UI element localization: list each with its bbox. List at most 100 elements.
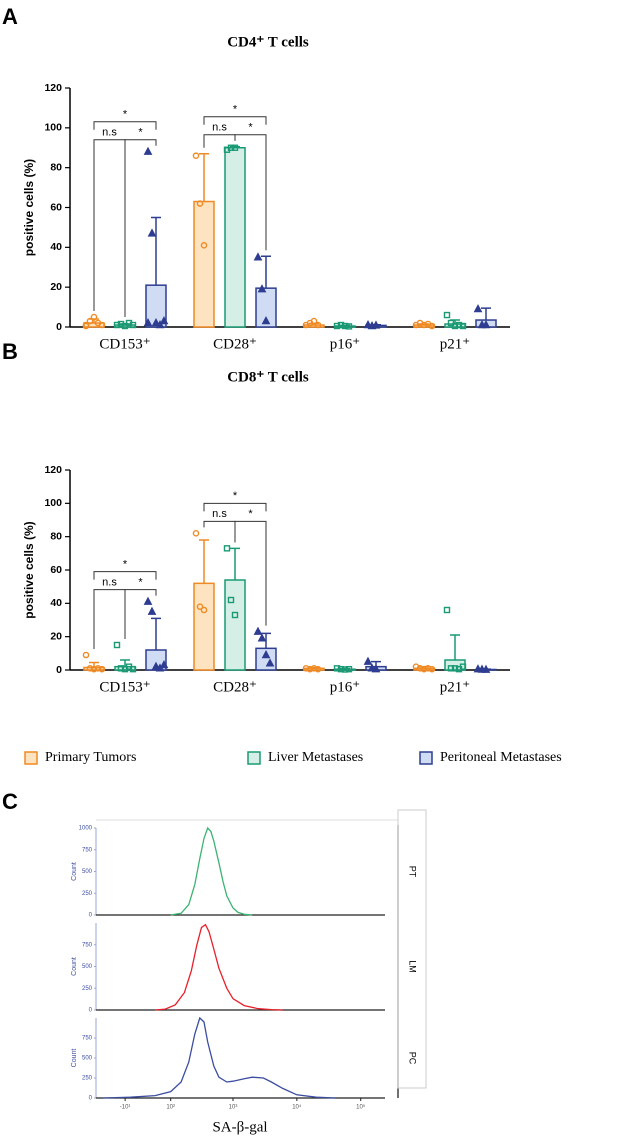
data-point <box>117 665 125 672</box>
y-axis-label: positive cells (%) <box>22 521 36 618</box>
data-point <box>253 252 263 261</box>
y-tick-label: 80 <box>50 530 62 542</box>
data-point <box>113 641 121 649</box>
error-bar <box>261 255 271 289</box>
data-point <box>314 665 322 673</box>
histogram-line <box>102 1016 336 1099</box>
y-tick-label: 120 <box>44 464 62 476</box>
histogram-line <box>170 826 253 916</box>
y-tick-label: 100 <box>44 497 62 509</box>
error-bar <box>199 152 209 202</box>
data-point <box>420 665 428 673</box>
data-point <box>455 321 463 329</box>
data-point <box>447 665 455 672</box>
significance-bracket <box>93 139 126 318</box>
data-point <box>227 144 235 151</box>
data-point <box>223 545 231 552</box>
data-point <box>424 665 432 672</box>
data-point <box>147 606 157 615</box>
legend-label: Primary Tumors <box>45 750 136 765</box>
data-point <box>306 665 314 673</box>
data-point <box>86 665 94 672</box>
x-tick-label: p16⁺ <box>330 679 360 695</box>
data-point <box>113 321 121 329</box>
data-point <box>192 152 200 160</box>
data-point <box>310 665 318 672</box>
data-point <box>481 320 491 329</box>
y-tick-label: 40 <box>50 597 62 609</box>
error-bar <box>340 324 350 327</box>
data-point <box>420 321 428 329</box>
data-point <box>333 322 341 330</box>
data-point <box>159 660 169 669</box>
x-tick-label: 10³ <box>229 1105 238 1111</box>
significance-label: * <box>248 122 253 134</box>
data-point <box>341 666 349 673</box>
data-point <box>200 242 208 249</box>
y-tick-label: 20 <box>50 281 62 293</box>
significance-label: n.s <box>102 577 117 589</box>
chart-title: CD4⁺ T cells <box>227 34 309 50</box>
data-point <box>159 316 169 325</box>
significance-label: * <box>233 104 238 116</box>
error-bar <box>230 146 240 148</box>
x-tick-label: CD153⁺ <box>99 679 150 695</box>
x-tick-label: CD153⁺ <box>99 336 150 352</box>
y-tick-label: 500 <box>82 964 93 970</box>
data-point <box>459 322 467 330</box>
y-tick-label: 500 <box>82 1056 93 1062</box>
y-axis-label: Count <box>71 957 78 976</box>
data-point <box>341 322 349 330</box>
bar <box>193 200 215 328</box>
significance-label: * <box>138 577 143 589</box>
error-bar <box>450 634 460 660</box>
data-point <box>129 665 137 673</box>
error-bar <box>309 666 319 669</box>
significance-label: n.s <box>102 127 117 139</box>
x-tick-label: p21⁺ <box>440 679 470 695</box>
error-bar <box>151 216 161 286</box>
data-point <box>265 658 275 667</box>
y-tick-label: 250 <box>82 1076 93 1082</box>
y-tick-label: 20 <box>50 630 62 642</box>
data-point <box>363 656 373 665</box>
panel-tag: PC <box>408 1052 418 1065</box>
significance-bracket <box>93 121 157 130</box>
y-tick-label: 750 <box>82 1036 93 1042</box>
error-bar <box>199 539 209 584</box>
label-strip <box>397 809 427 1089</box>
legend-swatch <box>24 751 38 765</box>
y-tick-label: 250 <box>82 891 93 897</box>
significance-bracket <box>203 502 267 512</box>
x-tick-label: 10² <box>166 1105 175 1111</box>
legend-swatch <box>247 751 261 765</box>
y-tick-label: 0 <box>56 664 62 676</box>
significance-bracket <box>93 589 126 649</box>
data-point <box>129 321 137 329</box>
data-point <box>333 665 341 672</box>
data-point <box>147 228 157 237</box>
data-point <box>371 664 381 673</box>
significance-bracket <box>124 139 157 318</box>
error-bar <box>261 632 271 649</box>
y-tick-label: 750 <box>82 847 93 853</box>
data-point <box>416 665 424 672</box>
error-bar <box>120 659 130 667</box>
data-point <box>257 633 267 642</box>
chart-title: CD8⁺ T cells <box>227 369 309 385</box>
error-bar <box>419 323 429 326</box>
panel-label: B <box>2 339 18 364</box>
y-tick-label: 40 <box>50 241 62 253</box>
data-point <box>428 665 436 673</box>
error-bar <box>481 307 491 321</box>
data-point <box>473 304 483 313</box>
significance-label: n.s <box>212 122 227 134</box>
x-tick-label: p21⁺ <box>440 336 470 352</box>
y-tick-label: 0 <box>89 1096 93 1102</box>
x-tick-label: p16⁺ <box>330 336 360 352</box>
data-point <box>143 318 153 327</box>
data-point <box>143 146 153 155</box>
data-point <box>261 650 271 659</box>
significance-label: * <box>123 109 128 121</box>
y-axis-label: positive cells (%) <box>22 159 36 256</box>
